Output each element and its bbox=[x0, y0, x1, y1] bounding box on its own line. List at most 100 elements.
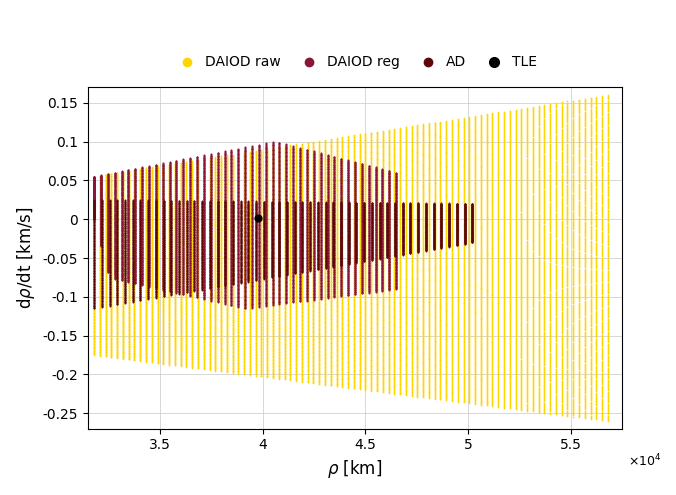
DAIOD raw bbox=[308, 181, 319, 189]
DAIOD raw bbox=[562, 130, 573, 138]
AD bbox=[150, 264, 161, 272]
DAIOD raw bbox=[118, 300, 128, 308]
DAIOD reg bbox=[254, 274, 264, 282]
DAIOD raw bbox=[423, 269, 434, 277]
DAIOD reg bbox=[171, 180, 182, 188]
DAIOD raw bbox=[522, 371, 533, 379]
DAIOD raw bbox=[527, 318, 538, 326]
DAIOD reg bbox=[267, 221, 278, 229]
AD bbox=[428, 221, 439, 229]
DAIOD reg bbox=[226, 242, 237, 250]
DAIOD raw bbox=[360, 200, 371, 208]
DAIOD raw bbox=[400, 189, 411, 197]
DAIOD raw bbox=[95, 298, 105, 306]
DAIOD raw bbox=[556, 357, 567, 365]
DAIOD reg bbox=[267, 267, 278, 275]
DAIOD raw bbox=[308, 301, 319, 309]
DAIOD raw bbox=[285, 338, 296, 346]
DAIOD reg bbox=[363, 230, 374, 238]
DAIOD raw bbox=[400, 217, 411, 225]
DAIOD raw bbox=[585, 406, 596, 414]
DAIOD reg bbox=[110, 203, 120, 211]
DAIOD raw bbox=[602, 293, 613, 300]
AD bbox=[467, 238, 478, 246]
DAIOD raw bbox=[262, 336, 272, 344]
DAIOD reg bbox=[219, 226, 230, 234]
AD bbox=[305, 266, 316, 274]
DAIOD reg bbox=[288, 249, 299, 257]
DAIOD reg bbox=[185, 176, 195, 184]
AD bbox=[312, 256, 323, 264]
DAIOD raw bbox=[175, 350, 186, 358]
DAIOD raw bbox=[106, 277, 117, 285]
DAIOD raw bbox=[481, 191, 492, 199]
AD bbox=[97, 297, 107, 305]
DAIOD reg bbox=[137, 254, 147, 262]
DAIOD raw bbox=[181, 290, 192, 297]
AD bbox=[97, 302, 107, 310]
DAIOD reg bbox=[178, 272, 189, 280]
DAIOD raw bbox=[302, 278, 313, 286]
DAIOD reg bbox=[329, 230, 340, 238]
DAIOD raw bbox=[493, 131, 504, 139]
DAIOD raw bbox=[418, 147, 429, 155]
AD bbox=[452, 220, 462, 228]
DAIOD raw bbox=[135, 169, 145, 177]
DAIOD reg bbox=[199, 271, 210, 279]
DAIOD raw bbox=[314, 362, 324, 370]
DAIOD raw bbox=[579, 389, 590, 396]
DAIOD raw bbox=[181, 331, 192, 339]
DAIOD raw bbox=[377, 254, 388, 262]
DAIOD raw bbox=[348, 248, 359, 255]
DAIOD raw bbox=[597, 257, 608, 265]
AD bbox=[228, 198, 239, 206]
DAIOD raw bbox=[175, 331, 186, 339]
DAIOD reg bbox=[384, 245, 395, 252]
DAIOD raw bbox=[516, 318, 527, 326]
DAIOD reg bbox=[391, 204, 402, 212]
DAIOD reg bbox=[116, 200, 127, 208]
DAIOD raw bbox=[210, 306, 221, 314]
AD bbox=[181, 226, 192, 234]
AD bbox=[120, 266, 130, 274]
DAIOD reg bbox=[102, 251, 113, 259]
DAIOD raw bbox=[175, 288, 186, 296]
DAIOD raw bbox=[400, 331, 411, 339]
DAIOD raw bbox=[366, 339, 377, 347]
DAIOD raw bbox=[412, 246, 422, 253]
DAIOD reg bbox=[151, 164, 162, 172]
DAIOD raw bbox=[337, 172, 347, 180]
DAIOD raw bbox=[562, 362, 573, 370]
DAIOD raw bbox=[112, 311, 122, 319]
AD bbox=[467, 205, 478, 213]
DAIOD raw bbox=[170, 293, 180, 300]
DAIOD raw bbox=[545, 276, 556, 284]
DAIOD reg bbox=[137, 229, 147, 237]
DAIOD raw bbox=[377, 157, 388, 165]
DAIOD raw bbox=[435, 156, 446, 164]
DAIOD reg bbox=[89, 181, 99, 189]
DAIOD raw bbox=[308, 248, 319, 256]
AD bbox=[405, 205, 416, 213]
DAIOD raw bbox=[354, 144, 365, 152]
DAIOD raw bbox=[95, 299, 105, 307]
DAIOD raw bbox=[464, 208, 475, 216]
DAIOD raw bbox=[262, 189, 272, 197]
DAIOD raw bbox=[308, 278, 319, 286]
DAIOD raw bbox=[470, 355, 481, 363]
AD bbox=[420, 210, 431, 218]
DAIOD reg bbox=[308, 239, 319, 247]
DAIOD raw bbox=[118, 195, 128, 203]
AD bbox=[274, 232, 285, 240]
DAIOD raw bbox=[187, 220, 197, 228]
DAIOD raw bbox=[447, 320, 458, 328]
DAIOD reg bbox=[158, 249, 168, 257]
DAIOD raw bbox=[325, 319, 336, 327]
DAIOD raw bbox=[493, 383, 504, 391]
DAIOD raw bbox=[233, 186, 244, 194]
AD bbox=[89, 261, 99, 269]
DAIOD reg bbox=[123, 259, 134, 267]
DAIOD raw bbox=[135, 292, 145, 300]
DAIOD raw bbox=[481, 161, 492, 169]
DAIOD raw bbox=[147, 334, 158, 342]
